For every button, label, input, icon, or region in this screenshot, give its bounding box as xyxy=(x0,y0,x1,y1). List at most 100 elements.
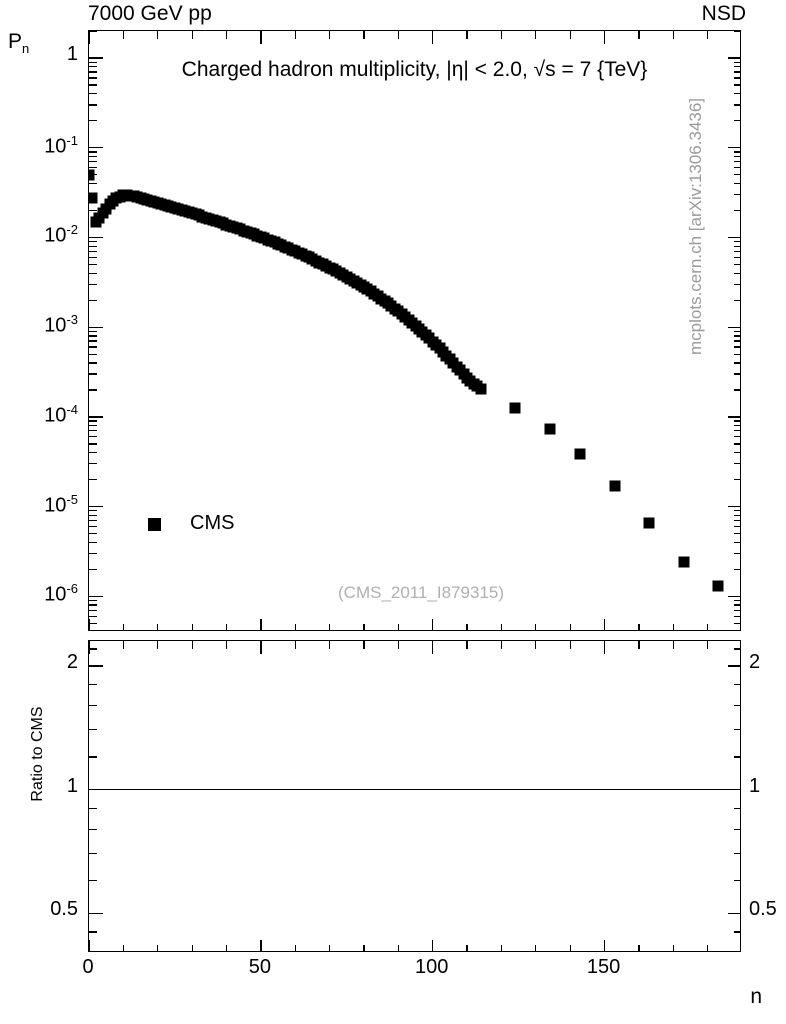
x-tick-ratio-top xyxy=(122,641,125,649)
y-tick-minor-left xyxy=(89,463,97,465)
y-tick-minor-left xyxy=(89,436,97,438)
y-tick-minor-left xyxy=(89,335,97,337)
ratio-y-tick-minor-left xyxy=(89,807,97,810)
x-tick-main-bottom xyxy=(89,619,90,630)
y-tick-label-mantissa: 10 xyxy=(44,404,67,427)
x-tick-ratio-bottom xyxy=(500,945,503,951)
y-tick-minor-left xyxy=(89,478,97,481)
y-tick-major-right xyxy=(728,147,740,149)
y-tick-minor-left xyxy=(89,120,97,122)
y-tick-minor-left xyxy=(89,424,97,427)
y-tick-minor-right xyxy=(734,519,740,522)
y-tick-label-main: 10-3 xyxy=(6,312,78,338)
ratio-y-tick-minor-left xyxy=(89,931,97,933)
y-tick-minor-right xyxy=(734,353,740,355)
x-tick-main-top xyxy=(672,31,674,39)
data-point-marker xyxy=(348,275,360,287)
y-tick-label-exponent: -1 xyxy=(66,132,78,148)
y-tick-minor-left xyxy=(89,245,97,247)
x-tick-main-top xyxy=(397,31,399,39)
y-tick-minor-right xyxy=(734,174,740,176)
x-tick-ratio-bottom xyxy=(397,945,399,951)
y-tick-minor-left xyxy=(89,510,97,512)
ratio-plot-panel xyxy=(88,640,741,952)
data-point-marker xyxy=(300,250,312,262)
x-tick-ratio-bottom xyxy=(707,945,709,951)
data-point-marker xyxy=(89,169,95,181)
x-tick-main-bottom xyxy=(294,624,296,630)
y-tick-minor-right xyxy=(734,389,740,391)
y-tick-minor-right xyxy=(734,622,740,624)
data-point-marker xyxy=(265,235,277,247)
y-tick-minor-right xyxy=(734,256,740,259)
y-tick-minor-left xyxy=(89,353,97,355)
data-point-marker xyxy=(341,271,353,283)
data-point-marker xyxy=(444,353,456,365)
y-tick-label-exponent: -6 xyxy=(66,581,78,597)
x-tick-ratio-top xyxy=(672,641,674,649)
y-tick-minor-left xyxy=(89,272,97,274)
x-tick-ratio-bottom xyxy=(363,945,365,951)
x-tick-main-bottom xyxy=(225,624,228,630)
y-tick-label-mantissa: 10 xyxy=(44,314,67,337)
x-tick-ratio-top xyxy=(432,641,434,654)
y-axis-title-main-symbol: P xyxy=(8,30,23,53)
ratio-y-tick-label-right: 0.5 xyxy=(749,898,777,921)
y-tick-minor-left xyxy=(89,84,97,86)
x-tick-ratio-top xyxy=(397,641,399,649)
y-tick-label-main: 10-1 xyxy=(6,133,78,159)
y-tick-minor-left xyxy=(89,599,97,602)
x-tick-main-top xyxy=(89,31,90,44)
data-point-marker xyxy=(135,192,147,204)
data-point-marker xyxy=(183,206,195,218)
y-tick-minor-left xyxy=(89,77,97,79)
x-tick-main-bottom xyxy=(638,624,640,630)
x-tick-main-bottom xyxy=(157,624,159,630)
ratio-y-tick-minor-left xyxy=(89,852,97,854)
x-tick-ratio-top xyxy=(328,641,331,649)
y-tick-minor-right xyxy=(734,299,740,301)
x-tick-ratio-top xyxy=(225,641,228,649)
data-point-marker xyxy=(609,480,621,492)
x-tick-ratio-bottom xyxy=(432,940,434,951)
ratio-y-tick-major-left xyxy=(89,788,103,791)
y-tick-minor-right xyxy=(734,510,740,512)
y-tick-minor-left xyxy=(89,104,97,106)
data-point-marker xyxy=(169,202,181,214)
y-tick-major-left xyxy=(89,147,103,149)
y-tick-major-right xyxy=(728,416,740,418)
y-tick-label-main: 10-5 xyxy=(6,492,78,518)
x-tick-main-top xyxy=(569,31,571,39)
x-tick-main-top xyxy=(157,31,159,39)
x-tick-ratio-bottom xyxy=(294,945,296,951)
y-tick-minor-left xyxy=(89,161,97,163)
x-tick-main-top xyxy=(363,31,365,39)
y-tick-minor-right xyxy=(734,61,740,63)
x-tick-ratio-bottom xyxy=(466,945,468,951)
y-tick-minor-left xyxy=(89,420,97,422)
ratio-y-tick-minor-right xyxy=(734,705,740,707)
x-tick-main-top xyxy=(466,31,468,39)
y-tick-minor-left xyxy=(89,568,97,570)
x-tick-ratio-top xyxy=(260,641,262,654)
data-point-marker xyxy=(334,267,346,279)
x-axis-title: n xyxy=(750,985,762,1008)
main-plot-panel xyxy=(88,30,741,631)
y-tick-minor-left xyxy=(89,541,97,543)
y-tick-major-right xyxy=(728,236,740,239)
plot-title: Charged hadron multiplicity, |η| < 2.0, … xyxy=(181,58,648,81)
ratio-y-tick-minor-left xyxy=(89,880,97,882)
x-tick-main-bottom xyxy=(397,624,399,630)
data-point-marker xyxy=(382,297,394,309)
x-tick-ratio-top xyxy=(707,641,709,649)
data-point-marker xyxy=(410,320,421,332)
y-tick-label-mantissa: 10 xyxy=(44,225,67,248)
x-tick-main-bottom xyxy=(432,619,434,630)
y-tick-minor-right xyxy=(734,362,740,364)
ratio-y-tick-major-right xyxy=(728,665,740,667)
y-tick-major-left xyxy=(89,595,103,597)
x-tick-main-top xyxy=(225,31,228,39)
y-tick-minor-right xyxy=(734,263,740,266)
x-tick-ratio-bottom xyxy=(672,945,674,951)
